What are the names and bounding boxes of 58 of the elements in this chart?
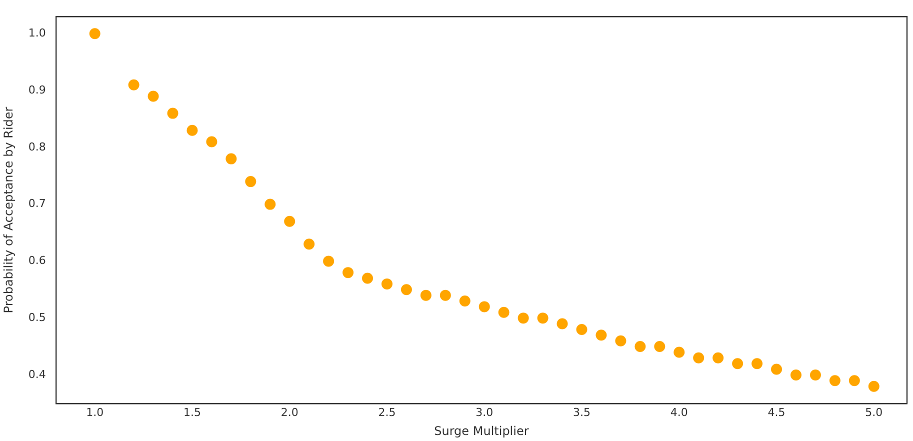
- x-tick-label: 5.0: [865, 406, 883, 419]
- point: [537, 312, 548, 324]
- point: [206, 136, 218, 148]
- point: [518, 312, 529, 324]
- point: [712, 352, 724, 364]
- point: [829, 375, 840, 386]
- point: [304, 238, 315, 250]
- point: [556, 318, 568, 330]
- x-tick-label: 2.0: [280, 406, 298, 419]
- point: [732, 358, 744, 370]
- point: [693, 352, 704, 364]
- y-axis-title: Probability of Acceptance by Rider: [1, 106, 16, 314]
- y-tick-label: 0.7: [28, 197, 46, 210]
- point: [89, 28, 100, 40]
- y-tick-label: 0.9: [28, 83, 46, 96]
- x-tick-label: 1.0: [86, 406, 104, 419]
- x-tick-label: 4.5: [768, 406, 786, 419]
- point: [478, 301, 490, 312]
- x-tick-label: 3.0: [476, 406, 494, 419]
- point: [634, 341, 646, 352]
- point: [810, 369, 821, 380]
- point: [576, 324, 588, 335]
- point: [226, 153, 237, 164]
- point: [167, 108, 178, 119]
- point: [245, 176, 256, 188]
- point: [186, 124, 198, 136]
- point: [615, 335, 626, 346]
- point: [400, 284, 412, 296]
- point: [264, 198, 276, 210]
- point: [848, 375, 860, 386]
- point: [868, 380, 880, 392]
- x-tick-label: 4.0: [670, 406, 688, 419]
- point: [596, 330, 607, 341]
- point: [771, 364, 782, 375]
- y-tick-label: 0.8: [28, 140, 46, 154]
- point: [440, 290, 451, 301]
- point: [128, 79, 140, 90]
- y-tick-label: 0.6: [28, 254, 46, 268]
- point: [362, 272, 374, 284]
- point: [381, 278, 392, 290]
- point: [284, 216, 296, 227]
- y-tick-label: 0.5: [28, 310, 46, 324]
- point: [498, 306, 510, 318]
- point: [790, 369, 802, 380]
- x-axis-title: Surge Multiplier: [434, 424, 529, 438]
- point: [342, 267, 354, 278]
- point: [752, 358, 763, 370]
- point: [420, 290, 432, 301]
- x-tick-label: 1.5: [183, 406, 201, 419]
- point: [674, 346, 685, 358]
- point: [148, 90, 159, 102]
- point: [323, 256, 334, 267]
- point: [459, 296, 470, 307]
- y-tick-label: 1.0: [28, 26, 46, 40]
- y-tick-label: 0.4: [28, 368, 46, 381]
- point: [654, 341, 666, 352]
- x-tick-label: 3.5: [573, 406, 590, 419]
- x-tick-label: 2.5: [378, 406, 396, 419]
